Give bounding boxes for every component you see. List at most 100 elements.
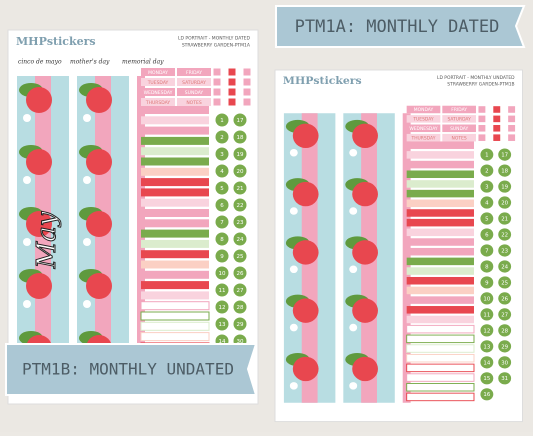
day-label-bg [177, 68, 211, 76]
date-number: 28 [501, 328, 509, 334]
date-number: 21 [237, 186, 244, 192]
date-dot [215, 215, 229, 229]
square [227, 77, 237, 87]
date-dot [498, 212, 512, 225]
date-dot [233, 215, 247, 229]
date-number: 12 [483, 328, 490, 334]
date-dot [215, 300, 229, 314]
day-label: SUNDAY [450, 126, 468, 132]
date-number: 19 [237, 152, 244, 158]
square [477, 133, 487, 142]
date-dot [215, 181, 229, 195]
planner-box [406, 141, 474, 149]
date-number: 11 [483, 312, 490, 318]
planner-box [406, 286, 474, 295]
date-dot [480, 324, 494, 337]
day-label-bg [177, 98, 211, 106]
date-dot [480, 212, 494, 225]
date-dot [215, 147, 229, 161]
strawberry [352, 356, 378, 382]
day-label: FRIDAY [186, 70, 202, 76]
square [507, 114, 517, 124]
date-dot [215, 283, 229, 297]
date-number: 2 [485, 169, 488, 175]
planner-box [141, 209, 209, 217]
day-label-bg [442, 115, 476, 123]
date-number: 7 [220, 220, 224, 226]
strawberry [292, 240, 319, 265]
date-dot [498, 292, 512, 305]
top-banner [275, 5, 526, 48]
flower [289, 207, 298, 215]
date-dot [480, 260, 494, 273]
planner-box [406, 334, 475, 344]
planner-box [141, 106, 209, 114]
date-number: 30 [501, 360, 509, 366]
planner-box [406, 247, 474, 256]
day-label: TUESDAY [147, 80, 169, 86]
day-label-bg [442, 105, 476, 114]
date-number: 28 [237, 305, 244, 311]
date-number: 10 [483, 296, 491, 302]
strawberry [86, 149, 112, 175]
planner-box [406, 315, 474, 324]
planner-box [141, 116, 209, 125]
planner-box [140, 332, 210, 342]
top-banner-text: PTM1A: MONTHLY DATED [295, 17, 500, 37]
planner-box [406, 209, 474, 217]
date-number: 26 [501, 296, 509, 302]
flower [83, 114, 91, 122]
date-number: 5 [485, 217, 488, 223]
date-number: 25 [501, 280, 508, 286]
flower [289, 148, 298, 157]
date-dot [233, 317, 247, 331]
date-dot [498, 276, 512, 289]
planner-box [406, 228, 474, 237]
flower [23, 300, 31, 308]
date-dot [233, 249, 247, 263]
strawberry [26, 149, 52, 175]
brand: MHPstickers [16, 35, 96, 48]
date-dot [480, 388, 494, 401]
holiday: memorial day [122, 59, 164, 66]
planner-box [141, 126, 209, 135]
planner-box [141, 250, 209, 259]
date-number: 6 [485, 233, 489, 239]
date-dot [498, 340, 512, 353]
day-label-bg [141, 68, 175, 76]
planner-box [406, 373, 475, 382]
day-label: SUNDAY [185, 90, 204, 96]
planner-box [140, 301, 210, 311]
planner-box [406, 199, 474, 208]
date-dot [480, 244, 494, 257]
date-number: 11 [219, 288, 226, 294]
date-dot [233, 283, 247, 297]
day-label: MONDAY [148, 70, 168, 76]
planner-box [141, 136, 209, 145]
day-label-bg [406, 124, 441, 133]
planner-box [141, 188, 209, 197]
date-number: 30 [237, 339, 244, 345]
date-number: 23 [501, 249, 508, 255]
square [227, 87, 237, 97]
square [227, 67, 237, 77]
brand: MHPstickers [283, 74, 362, 87]
date-dot [498, 196, 512, 209]
header-line: STRAWBERRY GARDEN-PTM1A [182, 43, 251, 49]
date-dot [233, 300, 247, 314]
date-dot [498, 164, 512, 177]
flower [349, 207, 358, 215]
date-dot [480, 292, 494, 305]
date-number: 16 [483, 392, 491, 398]
planner-box [406, 306, 474, 314]
strawberry [86, 273, 112, 299]
strawberry [86, 211, 112, 237]
date-dot [233, 113, 247, 127]
date-number: 20 [237, 169, 244, 175]
planner-box [406, 344, 475, 353]
date-number: 7 [485, 249, 488, 255]
date-dot [480, 196, 494, 209]
square [507, 105, 517, 114]
date-number: 19 [501, 185, 508, 191]
